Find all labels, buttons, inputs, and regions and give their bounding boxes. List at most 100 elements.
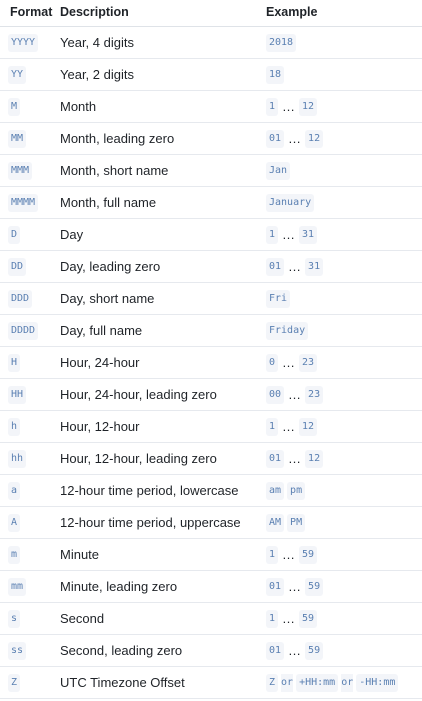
example-value: 12 [299, 417, 318, 436]
table-row: ss Second, leading zero 01… 59 [0, 635, 422, 667]
example-cell: am pm [258, 481, 422, 500]
format-cell: MMMM [0, 193, 58, 212]
format-cell: HH [0, 385, 58, 404]
description-cell: UTC Timezone Offset [60, 675, 185, 690]
example-cell: 1… 12 [258, 417, 422, 436]
table-row: DD Day, leading zero 01… 31 [0, 251, 422, 283]
example-value: Z [266, 673, 279, 692]
format-token: mm [8, 578, 27, 596]
table-header: Format Description Example [0, 0, 422, 27]
description-cell: Hour, 12-hour [60, 419, 140, 434]
header-example: Example [266, 5, 318, 19]
table-row: DDD Day, short name Fri [0, 283, 422, 315]
example-value: 59 [305, 641, 324, 660]
example-value: 01 [266, 257, 285, 276]
description-cell: Hour, 24-hour [60, 355, 140, 370]
format-cell: DDDD [0, 321, 58, 340]
format-token: DDDD [8, 322, 39, 340]
example-value: 31 [299, 225, 318, 244]
format-cell: D [0, 225, 58, 244]
example-cell: January [258, 193, 422, 212]
example-value: 59 [299, 545, 318, 564]
format-token: D [8, 226, 21, 244]
table-row: MM Month, leading zero 01… 12 [0, 123, 422, 155]
table-row: m Minute 1… 59 [0, 539, 422, 571]
description-cell: Month [60, 99, 97, 114]
format-cell: DDD [0, 289, 58, 308]
range-ellipsis: … [288, 451, 302, 466]
example-value: 1 [266, 545, 279, 564]
example-value: 01 [266, 449, 285, 468]
example-value: PM [287, 513, 306, 532]
table-row: YYYY Year, 4 digits 2018 [0, 27, 422, 59]
example-value: pm [287, 481, 306, 500]
table-row: s Second 1… 59 [0, 603, 422, 635]
range-ellipsis: … [282, 547, 296, 562]
format-cell: s [0, 609, 58, 628]
range-ellipsis: … [282, 99, 296, 114]
format-token: MMMM [8, 194, 39, 212]
format-token: HH [8, 386, 27, 404]
format-cell: MMM [0, 161, 58, 180]
format-token: DDD [8, 290, 33, 308]
example-cell: Jan [258, 161, 422, 180]
description-cell: Day [60, 227, 84, 242]
example-cell: 01… 12 [258, 129, 422, 148]
example-value: Fri [266, 289, 291, 308]
example-value: January [266, 193, 315, 212]
range-ellipsis: … [288, 579, 302, 594]
example-value: 01 [266, 129, 285, 148]
format-cell: h [0, 417, 58, 436]
or-separator: or [341, 673, 354, 692]
format-token: A [8, 514, 21, 532]
format-cell: hh [0, 449, 58, 468]
description-cell: Second [60, 611, 105, 626]
table-row: HH Hour, 24-hour, leading zero 00… 23 [0, 379, 422, 411]
example-cell: 01… 59 [258, 577, 422, 596]
range-ellipsis: … [282, 355, 296, 370]
range-ellipsis: … [288, 643, 302, 658]
example-value: 23 [299, 353, 318, 372]
format-cell: DD [0, 257, 58, 276]
example-value: 59 [305, 577, 324, 596]
description-cell: 12-hour time period, lowercase [60, 483, 239, 498]
table-row: H Hour, 24-hour 0… 23 [0, 347, 422, 379]
table-row: MMMM Month, full name January [0, 187, 422, 219]
format-cell: M [0, 97, 58, 116]
table-row: A 12-hour time period, uppercase AM PM [0, 507, 422, 539]
description-cell: Year, 2 digits [60, 67, 134, 82]
example-value: am [266, 481, 285, 500]
description-cell: Month, leading zero [60, 131, 175, 146]
example-cell: 01… 31 [258, 257, 422, 276]
format-token: DD [8, 258, 27, 276]
example-cell: 0… 23 [258, 353, 422, 372]
example-value: Friday [266, 321, 309, 340]
range-ellipsis: … [288, 131, 302, 146]
example-cell: 1… 12 [258, 97, 422, 116]
example-value: 00 [266, 385, 285, 404]
example-value: 12 [305, 449, 324, 468]
example-value: 0 [266, 353, 279, 372]
description-cell: Day, full name [60, 323, 143, 338]
example-cell: 1… 59 [258, 545, 422, 564]
example-value: 1 [266, 225, 279, 244]
description-cell: Hour, 12-hour, leading zero [60, 451, 217, 466]
example-cell: 1… 31 [258, 225, 422, 244]
example-value: 1 [266, 609, 279, 628]
example-cell: Fri [258, 289, 422, 308]
example-cell: 01… 59 [258, 641, 422, 660]
example-cell: 2018 [258, 33, 422, 52]
description-cell: Day, short name [60, 291, 155, 306]
example-cell: 18 [258, 65, 422, 84]
table-row: mm Minute, leading zero 01… 59 [0, 571, 422, 603]
table-body: YYYY Year, 4 digits 2018 YY Year, 2 digits 18… [0, 27, 422, 699]
description-cell: Month, full name [60, 195, 157, 210]
format-token: H [8, 354, 21, 372]
table-row: hh Hour, 12-hour, leading zero 01… 12 [0, 443, 422, 475]
description-cell: Hour, 24-hour, leading zero [60, 387, 217, 402]
format-cell: ss [0, 641, 58, 660]
range-ellipsis: … [288, 387, 302, 402]
range-ellipsis: … [282, 419, 296, 434]
table-row: M Month 1… 12 [0, 91, 422, 123]
